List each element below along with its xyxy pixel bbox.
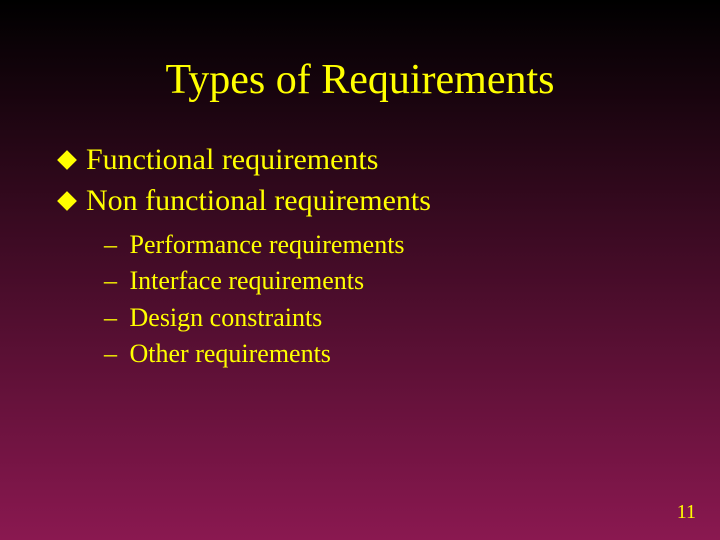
sub-bullet-text: Design constraints: [130, 303, 323, 332]
sub-bullet-text: Interface requirements: [130, 266, 365, 295]
sub-bullet-text: Performance requirements: [130, 230, 405, 259]
diamond-bullet-icon: [57, 191, 77, 211]
list-item: – Performance requirements: [104, 227, 664, 263]
dash-bullet-icon: –: [104, 263, 117, 299]
list-item: – Other requirements: [104, 336, 664, 372]
dash-bullet-icon: –: [104, 227, 117, 263]
list-item: Functional requirements: [60, 140, 664, 181]
sub-bullet-text: Other requirements: [130, 339, 331, 368]
page-number: 11: [677, 501, 696, 524]
diamond-bullet-icon: [57, 150, 77, 170]
list-item: Non functional requirements: [60, 181, 664, 222]
bullet-list-level2: – Performance requirements – Interface r…: [56, 227, 664, 373]
dash-bullet-icon: –: [104, 336, 117, 372]
bullet-text: Functional requirements: [86, 140, 378, 181]
dash-bullet-icon: –: [104, 300, 117, 336]
slide: Types of Requirements Functional require…: [0, 0, 720, 540]
list-item: – Design constraints: [104, 300, 664, 336]
slide-title: Types of Requirements: [56, 56, 664, 104]
bullet-text: Non functional requirements: [86, 181, 431, 222]
list-item: – Interface requirements: [104, 263, 664, 299]
bullet-list-level1: Functional requirements Non functional r…: [56, 140, 664, 221]
